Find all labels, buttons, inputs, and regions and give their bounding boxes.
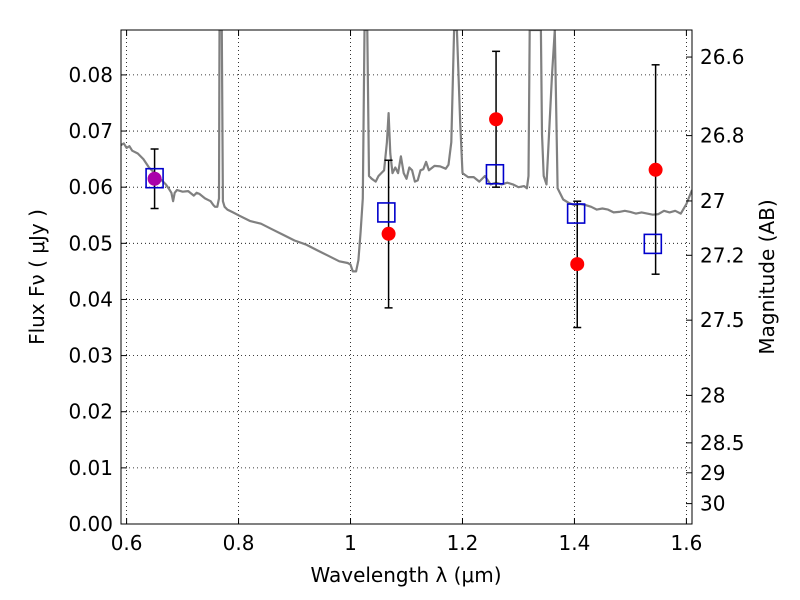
mag-tick-label: 26.6 — [700, 45, 745, 69]
observed-point — [648, 162, 663, 177]
y-axis-label: Flux Fν ( μJy ) — [25, 209, 49, 345]
model-band-square — [145, 167, 164, 189]
mag-tick-label: 27.5 — [700, 308, 745, 332]
x-tick-label: 1.2 — [447, 531, 479, 555]
x-tick-label: 1.6 — [670, 531, 702, 555]
mag-tick-label: 28.5 — [700, 431, 745, 455]
mag-tick-label: 29 — [700, 461, 725, 485]
model-band-square — [566, 203, 586, 224]
observed-points — [147, 112, 663, 272]
y-tick-label: 0.08 — [68, 63, 113, 87]
model-band-points — [145, 163, 663, 255]
observed-point — [381, 226, 396, 241]
y-tick-label: 0.02 — [68, 400, 113, 424]
y-tick-label: 0.01 — [68, 456, 113, 480]
y-tick-label: 0.06 — [68, 175, 113, 199]
observed-point — [570, 257, 585, 272]
observed-point — [489, 112, 504, 127]
model-band-square — [643, 233, 663, 255]
model-band-square — [377, 202, 396, 223]
plot-frame — [120, 29, 693, 525]
y-tick-label: 0.00 — [68, 512, 113, 536]
observed-point — [147, 171, 162, 186]
x-tick-label: 1.4 — [559, 531, 591, 555]
right-axis-label: Magnitude (AB) — [755, 199, 779, 354]
x-tick-label: 1 — [344, 531, 357, 555]
mag-tick-label: 30 — [700, 492, 725, 516]
x-tick-label: 0.8 — [223, 531, 255, 555]
mag-tick-label: 26.8 — [700, 124, 745, 148]
mag-tick-label: 27 — [700, 189, 725, 213]
y-tick-label: 0.04 — [68, 287, 113, 311]
axis-ticks: 0.6 0.8 1 1.2 1.4 1.6 0.00 0.01 0.02 0.03 0.04 0.05… — [68, 30, 745, 555]
y-tick-label: 0.05 — [68, 231, 113, 255]
y-tick-label: 0.03 — [68, 344, 113, 368]
x-axis-label: Wavelength λ (μm) — [310, 563, 501, 587]
mag-tick-label: 28 — [700, 383, 725, 407]
plot-area — [121, 30, 692, 524]
y-tick-label: 0.07 — [68, 119, 113, 143]
model-band-square — [485, 163, 505, 185]
x-tick-label: 0.6 — [111, 531, 143, 555]
mag-tick-label: 27.2 — [700, 243, 745, 267]
